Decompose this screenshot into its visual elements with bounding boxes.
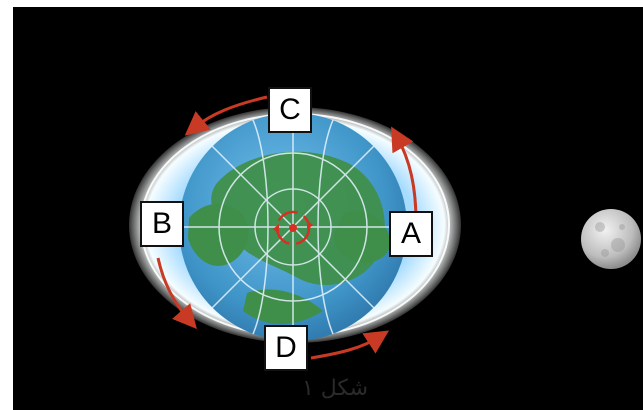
label-d: D [264, 325, 308, 371]
label-c: C [268, 87, 312, 133]
arrow-left [156, 257, 197, 330]
earth-landmass-left [188, 203, 249, 266]
figure-caption: شکل ۱ [301, 376, 369, 401]
arrow-top [184, 95, 268, 136]
label-a: A [389, 211, 433, 257]
arrow-bottom [310, 330, 390, 360]
earth-moon-diagram [129, 95, 641, 360]
earth-landmass-right [333, 210, 391, 263]
moon-craters [595, 222, 625, 257]
north-pole-dot [289, 224, 297, 232]
moon [581, 209, 641, 269]
tide-diagram-scene: C B A D شکل ۱ [13, 7, 643, 410]
label-b: B [140, 201, 184, 247]
rotation-indicator [273, 210, 313, 246]
